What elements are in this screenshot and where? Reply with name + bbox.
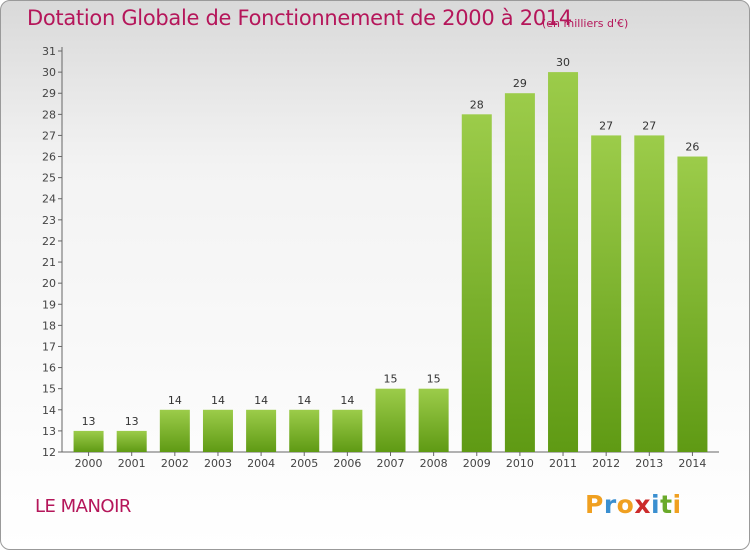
bar-value-label: 13 [125, 415, 139, 428]
y-tick-label: 17 [42, 340, 56, 353]
bar-value-label: 14 [168, 394, 182, 407]
x-tick-label: 2013 [635, 457, 663, 470]
logo-letter: P [585, 490, 604, 519]
x-tick-label: 2011 [549, 457, 577, 470]
commune-name: LE MANOIR [35, 496, 131, 517]
logo-letter: i [672, 490, 682, 519]
bar-value-label: 15 [427, 373, 441, 386]
bar-value-label: 13 [82, 415, 96, 428]
y-tick-label: 14 [42, 404, 56, 417]
x-tick-label: 2007 [377, 457, 405, 470]
logo-letter: x [634, 490, 651, 519]
bar-value-label: 27 [599, 119, 613, 132]
y-tick-label: 25 [42, 172, 56, 185]
bar-value-label: 14 [297, 394, 311, 407]
x-tick-label: 2010 [506, 457, 534, 470]
x-tick-label: 2002 [161, 457, 189, 470]
bar-value-label: 14 [211, 394, 225, 407]
y-tick-label: 20 [42, 277, 56, 290]
bar-value-label: 29 [513, 77, 527, 90]
x-tick-label: 2009 [463, 457, 491, 470]
y-tick-label: 21 [42, 256, 56, 269]
bar-value-label: 14 [254, 394, 268, 407]
bar-value-label: 27 [642, 119, 656, 132]
bar-2005 [289, 409, 320, 452]
bar-value-label: 30 [556, 56, 570, 69]
proxiti-logo[interactable]: Proxiti [585, 490, 682, 519]
x-tick-label: 2000 [75, 457, 103, 470]
bar-2006 [332, 409, 363, 452]
bar-2004 [246, 409, 277, 452]
x-tick-label: 2004 [247, 457, 275, 470]
y-tick-label: 24 [42, 193, 56, 206]
logo-letter: i [651, 490, 661, 519]
x-tick-label: 2001 [118, 457, 146, 470]
bar-2000 [73, 430, 104, 452]
bar-2001 [116, 430, 147, 452]
chart-subtitle: (en milliers d'€) [542, 17, 629, 30]
x-tick-label: 2008 [420, 457, 448, 470]
y-tick-label: 26 [42, 151, 56, 164]
y-tick-label: 22 [42, 235, 56, 248]
bar-2003 [202, 409, 233, 452]
y-tick-label: 18 [42, 319, 56, 332]
x-tick-label: 2005 [290, 457, 318, 470]
x-tick-label: 2014 [678, 457, 706, 470]
y-tick-label: 28 [42, 108, 56, 121]
bar-2013 [634, 135, 665, 452]
bar-value-label: 26 [685, 141, 699, 154]
bar-2002 [159, 409, 190, 452]
bar-2011 [548, 72, 579, 453]
y-tick-label: 23 [42, 214, 56, 227]
bar-2010 [504, 93, 535, 453]
x-tick-label: 2006 [333, 457, 361, 470]
x-tick-label: 2012 [592, 457, 620, 470]
bar-value-label: 15 [384, 373, 398, 386]
bar-2007 [375, 388, 406, 452]
bar-value-label: 28 [470, 98, 484, 111]
y-tick-label: 15 [42, 383, 56, 396]
y-tick-label: 19 [42, 298, 56, 311]
x-tick-label: 2003 [204, 457, 232, 470]
y-tick-label: 27 [42, 129, 56, 142]
bar-2012 [591, 135, 622, 452]
chart-title: Dotation Globale de Fonctionnement de 20… [27, 6, 572, 30]
y-tick-label: 29 [42, 87, 56, 100]
y-tick-label: 12 [42, 446, 56, 459]
logo-letter: t [660, 490, 673, 519]
logo-letter: o [616, 490, 635, 519]
y-tick-label: 13 [42, 425, 56, 438]
bar-value-label: 14 [340, 394, 354, 407]
logo-letter: r [603, 490, 617, 519]
bar-2008 [418, 388, 449, 452]
y-tick-label: 16 [42, 362, 56, 375]
y-tick-label: 31 [42, 45, 56, 58]
y-tick-label: 30 [42, 66, 56, 79]
bar-2009 [461, 114, 492, 452]
bar-2014 [677, 156, 708, 453]
